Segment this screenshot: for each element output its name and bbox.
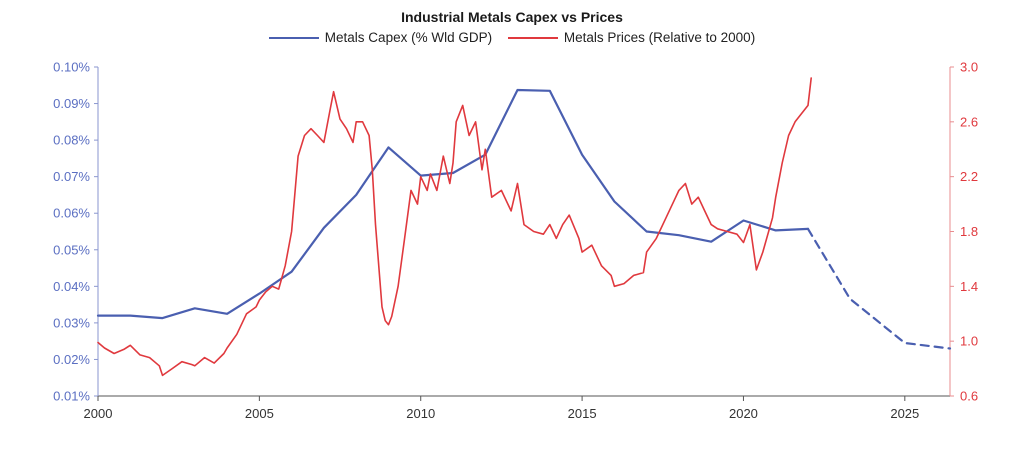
y-left-tick-label: 0.03% — [53, 315, 90, 330]
x-tick-label: 2015 — [568, 406, 597, 421]
legend-swatch-prices — [507, 37, 558, 40]
y-right-tick-label: 1.0 — [960, 334, 978, 349]
legend-item-prices: Metals Prices (Relative to 2000) — [507, 30, 756, 45]
legend-item-capex: Metals Capex (% Wld GDP) — [268, 30, 493, 45]
y-right-tick-label: 1.4 — [960, 279, 978, 294]
y-left-tick-label: 0.01% — [53, 389, 90, 404]
y-right-tick-label: 2.2 — [960, 169, 978, 184]
legend-label-capex: Metals Capex (% Wld GDP) — [324, 30, 493, 45]
x-tick-label: 2000 — [84, 406, 113, 421]
y-left-tick-label: 0.10% — [53, 60, 90, 75]
y-left-tick-label: 0.06% — [53, 206, 90, 221]
x-tick-label: 2005 — [245, 406, 274, 421]
legend-swatch-capex — [268, 37, 319, 40]
y-left-tick-label: 0.04% — [53, 279, 90, 294]
legend: Metals Capex (% Wld GDP) Metals Prices (… — [0, 30, 1024, 45]
chart-title: Industrial Metals Capex vs Prices — [401, 9, 623, 25]
y-right-tick-label: 2.6 — [960, 114, 978, 129]
y-right-tick-label: 0.6 — [960, 389, 978, 404]
x-tick-label: 2025 — [890, 406, 919, 421]
legend-label-prices: Metals Prices (Relative to 2000) — [563, 30, 756, 45]
y-right-tick-label: 1.8 — [960, 224, 978, 239]
y-left-tick-label: 0.08% — [53, 133, 90, 148]
y-left-tick-label: 0.05% — [53, 242, 90, 257]
y-left-tick-label: 0.02% — [53, 352, 90, 367]
x-tick-label: 2010 — [406, 406, 435, 421]
series-line-metals-prices — [97, 77, 813, 377]
y-right-tick-label: 3.0 — [960, 60, 978, 75]
series-line-metals-capex — [96, 88, 810, 320]
series-line-metals-capex-forecast — [806, 227, 952, 350]
y-left-tick-label: 0.07% — [53, 169, 90, 184]
x-tick-label: 2020 — [729, 406, 758, 421]
y-left-tick-label: 0.09% — [53, 96, 90, 111]
